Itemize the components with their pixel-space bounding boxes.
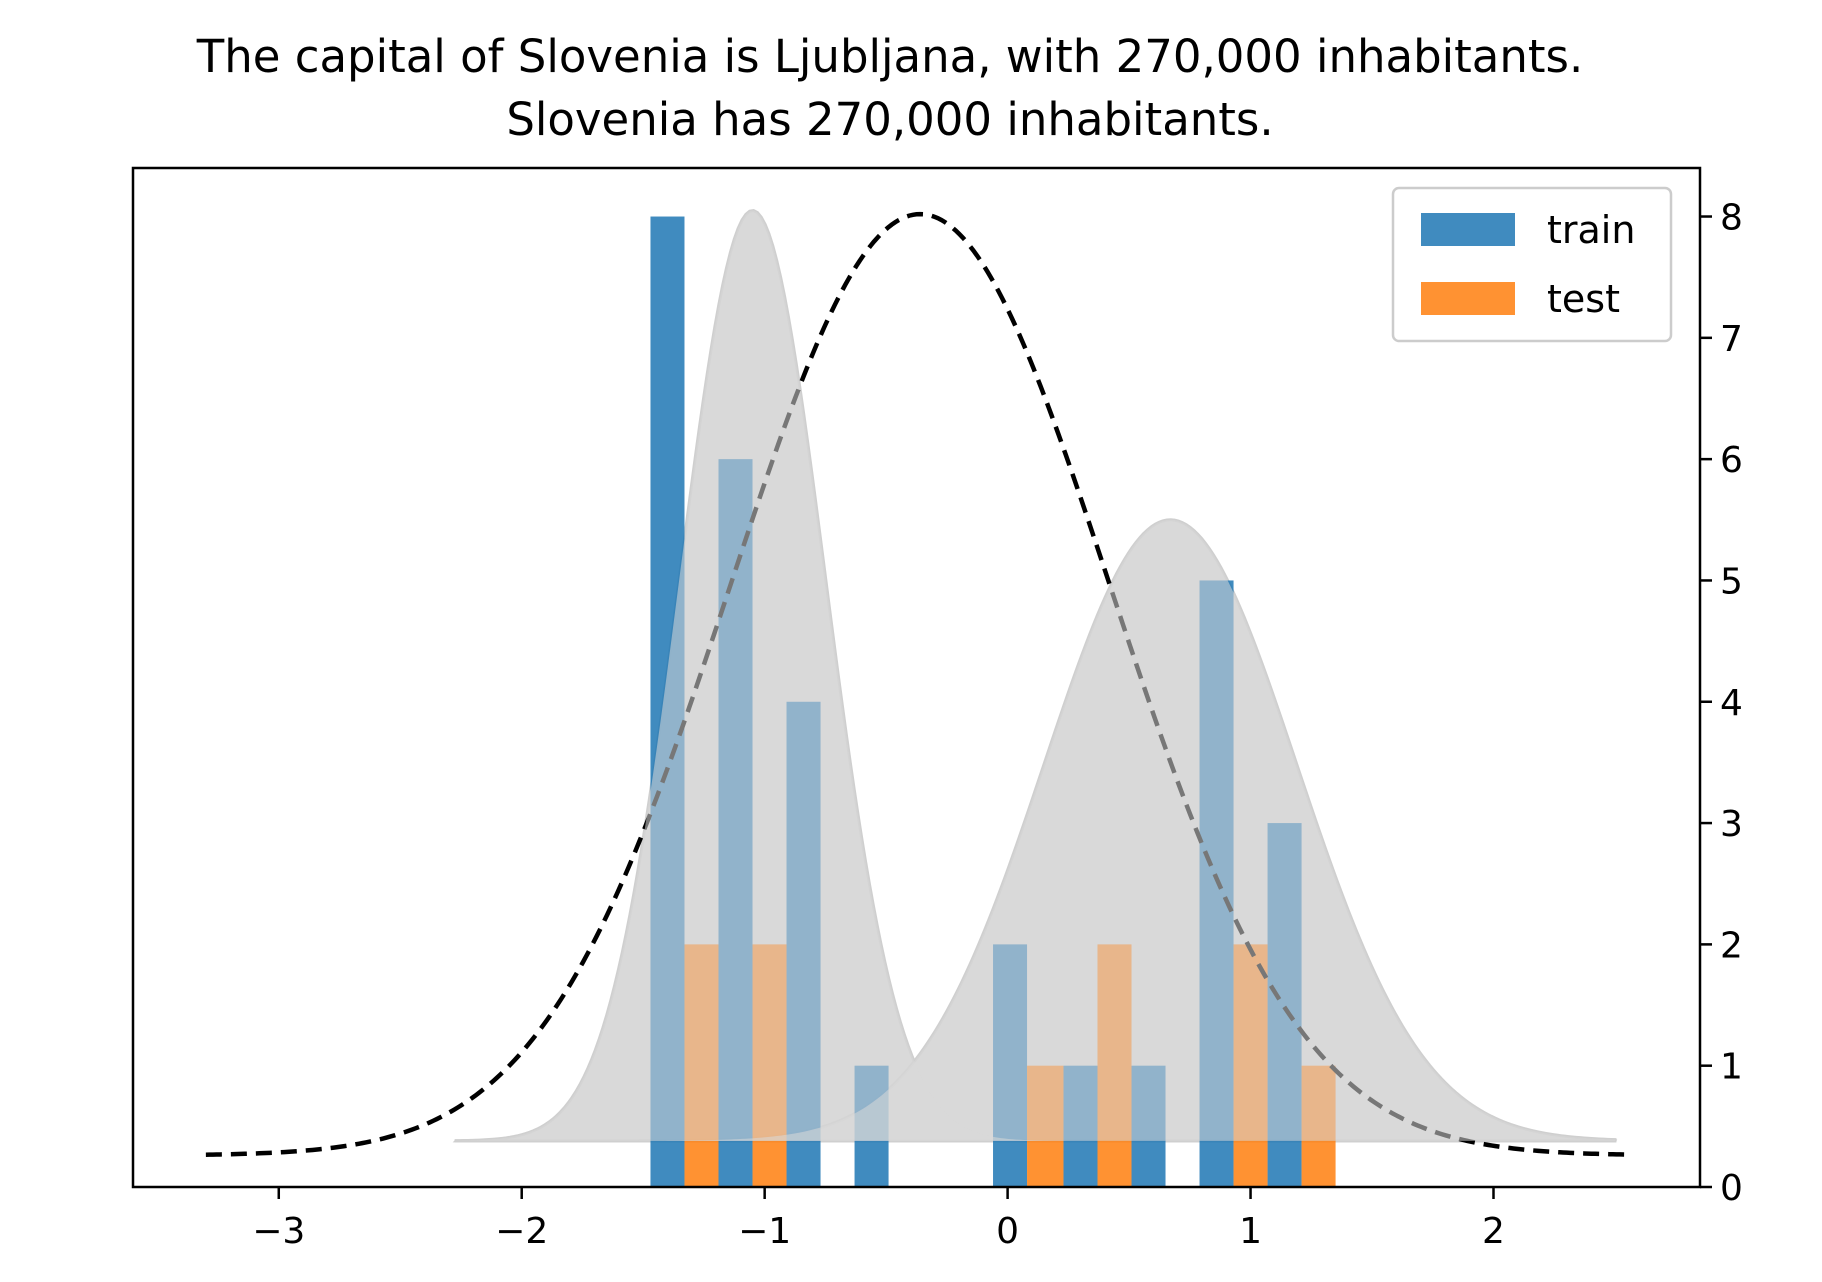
x-tick-label: 2 bbox=[1482, 1211, 1505, 1252]
y-tick-label: 0 bbox=[1720, 1168, 1743, 1209]
x-tick-label: −2 bbox=[495, 1211, 548, 1252]
y-tick-label: 3 bbox=[1720, 804, 1743, 845]
y-axis-ticks: 0 1 2 3 4 5 6 7 8 bbox=[1700, 198, 1743, 1209]
gray-density-overlay-1 bbox=[456, 210, 1615, 1141]
y-tick-label: 2 bbox=[1720, 925, 1743, 966]
x-tick-label: −3 bbox=[252, 1211, 305, 1252]
plot-area bbox=[205, 208, 1628, 1188]
y-tick-label: 6 bbox=[1720, 440, 1743, 481]
dashed-curve-layer bbox=[205, 210, 1628, 1157]
legend-label-test: test bbox=[1547, 277, 1620, 321]
legend-label-train: train bbox=[1547, 208, 1635, 252]
x-tick-label: 1 bbox=[1239, 1211, 1262, 1252]
y-tick-label: 8 bbox=[1720, 198, 1743, 239]
chart-subtitle: Slovenia has 270,000 inhabitants. bbox=[506, 93, 1273, 146]
chart-title: The capital of Slovenia is Ljubljana, wi… bbox=[196, 30, 1584, 83]
x-axis-ticks: −3 −2 −1 0 1 2 bbox=[252, 1187, 1505, 1252]
y-tick-label: 4 bbox=[1720, 683, 1743, 724]
legend-swatch-test bbox=[1421, 282, 1515, 315]
axes-frame bbox=[131, 166, 1702, 1189]
dashed-curve bbox=[205, 211, 1628, 1157]
x-tick-label: −1 bbox=[738, 1211, 791, 1252]
y-tick-label: 1 bbox=[1720, 1047, 1743, 1088]
legend-swatch-train bbox=[1421, 213, 1515, 246]
y-tick-label: 7 bbox=[1720, 319, 1743, 360]
y-tick-label: 5 bbox=[1720, 561, 1743, 602]
gray-density-overlay-2 bbox=[456, 519, 1615, 1141]
legend: train test bbox=[1391, 186, 1673, 343]
x-tick-label: 0 bbox=[996, 1211, 1019, 1252]
